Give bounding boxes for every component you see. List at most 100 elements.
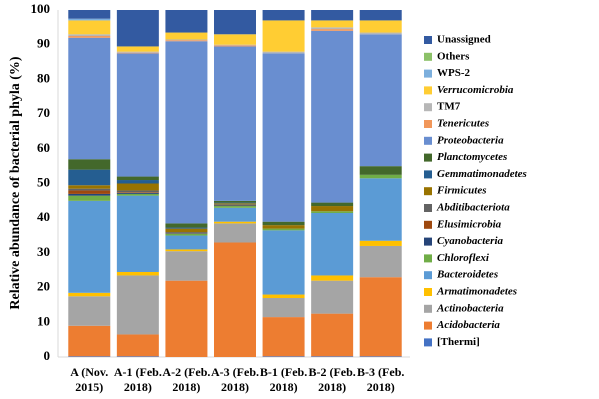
- bar-segment: [262, 294, 305, 299]
- legend-swatch: [424, 103, 432, 112]
- bar-segment: [116, 176, 159, 181]
- bar-segment: [165, 280, 208, 357]
- bar-segment: [262, 317, 305, 357]
- bar-segment: [311, 29, 354, 31]
- bar-segment: [262, 225, 305, 229]
- bar-segment: [165, 228, 208, 233]
- bar-segment: [116, 52, 159, 54]
- bar-segment: [214, 221, 256, 224]
- y-tick-label: 30: [37, 244, 50, 259]
- bar-segment: [359, 34, 402, 167]
- bar-segment: [116, 195, 159, 272]
- bar-segment: [262, 230, 305, 295]
- y-tick-label: 90: [37, 36, 50, 51]
- bar-segment: [68, 325, 111, 357]
- bar-segment: [262, 228, 305, 231]
- bar-segment: [68, 37, 111, 160]
- bar-segment: [68, 296, 111, 326]
- bar-segment: [311, 206, 354, 212]
- legend-label: Planctomycetes: [437, 151, 507, 163]
- bar-segment: [214, 223, 256, 243]
- bar-segment: [68, 159, 111, 170]
- bar-segment: [262, 53, 305, 222]
- y-tick-label: 0: [44, 348, 51, 363]
- legend-swatch: [424, 237, 432, 246]
- legend-swatch: [424, 321, 432, 330]
- bar-segment: [116, 53, 159, 177]
- legend-swatch: [424, 271, 432, 280]
- bar-segment: [311, 212, 354, 276]
- bar-segment: [311, 280, 354, 314]
- bar-segment: [165, 41, 208, 224]
- bar-segment: [262, 298, 305, 318]
- bar-segment: [214, 200, 256, 203]
- x-tick-label: A-2 (Feb. 2018): [162, 365, 210, 394]
- bar-segment: [214, 242, 256, 357]
- bar-segment: [359, 166, 402, 175]
- bar-segment: [359, 240, 402, 246]
- bar-segment: [214, 206, 256, 208]
- legend-label: Proteobacteria: [437, 134, 504, 146]
- bar-segment: [262, 51, 305, 54]
- legend-swatch: [424, 304, 432, 313]
- bar-segment: [311, 30, 354, 203]
- x-tick-label: B-1 (Feb. 2018): [260, 365, 307, 394]
- bar-segment: [262, 356, 305, 357]
- bar-segment: [214, 10, 256, 35]
- bar-segment: [116, 10, 159, 47]
- bar-segment: [68, 18, 111, 21]
- legend-swatch: [424, 204, 432, 212]
- legend-label: Unassigned: [437, 34, 491, 46]
- y-tick-label: 10: [37, 313, 50, 328]
- legend-label: Verrucomicrobia: [437, 84, 514, 96]
- bar-segment: [165, 251, 208, 281]
- legend-swatch: [424, 69, 432, 78]
- bar-segment: [68, 34, 111, 37]
- bar-segment: [116, 180, 159, 184]
- y-tick-label: 50: [37, 174, 50, 189]
- bar-segment: [165, 235, 208, 250]
- legend-swatch: [424, 36, 432, 44]
- legend-label: Others: [437, 50, 470, 62]
- bar-segment: [359, 20, 402, 33]
- bar-segment: [214, 207, 256, 222]
- legend-label: WPS-2: [437, 67, 471, 79]
- legend-label: Armatimonadetes: [436, 286, 517, 298]
- bar-segment: [311, 10, 354, 21]
- bar-segment: [359, 178, 402, 241]
- bar-segment: [214, 204, 256, 207]
- legend-swatch: [424, 187, 432, 196]
- x-tick-label: B-2 (Feb. 2018): [308, 365, 355, 394]
- legend-swatch: [424, 254, 432, 263]
- bar-segment: [214, 45, 256, 47]
- bar-segment: [359, 32, 402, 35]
- bar-segment: [311, 202, 354, 207]
- x-tick-label: A-1 (Feb. 2018): [114, 365, 162, 394]
- legend-label: Firmicutes: [436, 185, 487, 197]
- bar-segment: [116, 51, 159, 53]
- bar-segment: [359, 10, 402, 21]
- bar-segment: [214, 34, 256, 45]
- legend-swatch: [424, 120, 432, 128]
- bar-segment: [165, 39, 208, 41]
- bar-segment: [262, 20, 305, 52]
- bar-segment: [68, 292, 111, 297]
- bar-segment: [116, 275, 159, 335]
- bar-segment: [165, 249, 208, 252]
- bar-segment: [359, 356, 402, 357]
- legend-label: Bacteroidetes: [436, 269, 498, 281]
- y-tick-label: 70: [37, 105, 50, 120]
- y-tick-label: 80: [37, 70, 50, 85]
- bar-segment: [68, 190, 111, 194]
- bar-segment: [68, 36, 111, 38]
- bar-segment: [214, 44, 256, 46]
- bar-segment: [68, 20, 111, 35]
- legend-label: Cyanobacteria: [437, 235, 503, 247]
- bar-segment: [214, 46, 256, 201]
- bar-segment: [262, 221, 305, 226]
- bar-segment: [68, 356, 111, 357]
- legend-swatch: [424, 288, 432, 296]
- bar-segment: [165, 40, 208, 42]
- legend-label: Gemmatimonadetes: [437, 168, 527, 180]
- legend-swatch: [424, 338, 432, 347]
